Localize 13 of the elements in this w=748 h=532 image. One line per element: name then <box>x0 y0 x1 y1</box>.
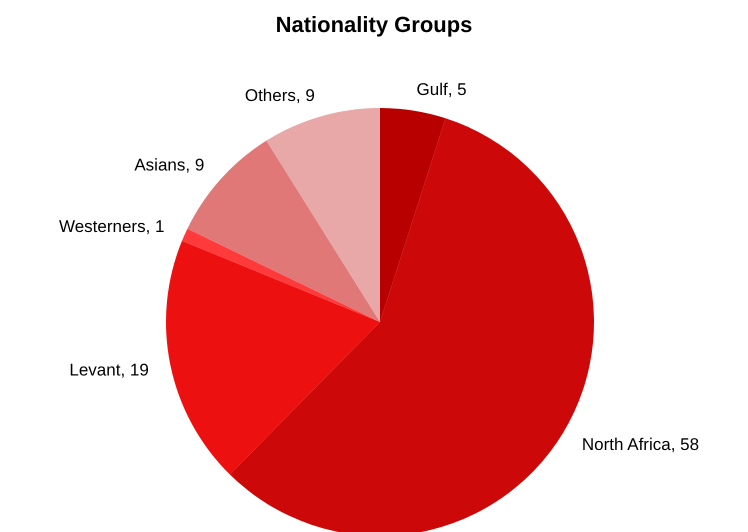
data-label: , 58 <box>670 434 700 454</box>
chart-title: Nationality Groups <box>274 12 474 38</box>
slice-label: Westerners <box>58 216 146 236</box>
data-label: , 9 <box>185 154 204 174</box>
data-label: , 9 <box>296 86 315 105</box>
slice-label: Gulf <box>416 79 448 98</box>
slice-label: Others <box>244 86 296 105</box>
slice-label: North Africa <box>582 434 672 454</box>
slice-label: Levant <box>69 360 121 379</box>
slice-label: Asians <box>134 154 186 174</box>
data-label: , 19 <box>120 360 149 379</box>
data-label: , 5 <box>448 79 467 98</box>
data-label: , 1 <box>146 216 165 236</box>
